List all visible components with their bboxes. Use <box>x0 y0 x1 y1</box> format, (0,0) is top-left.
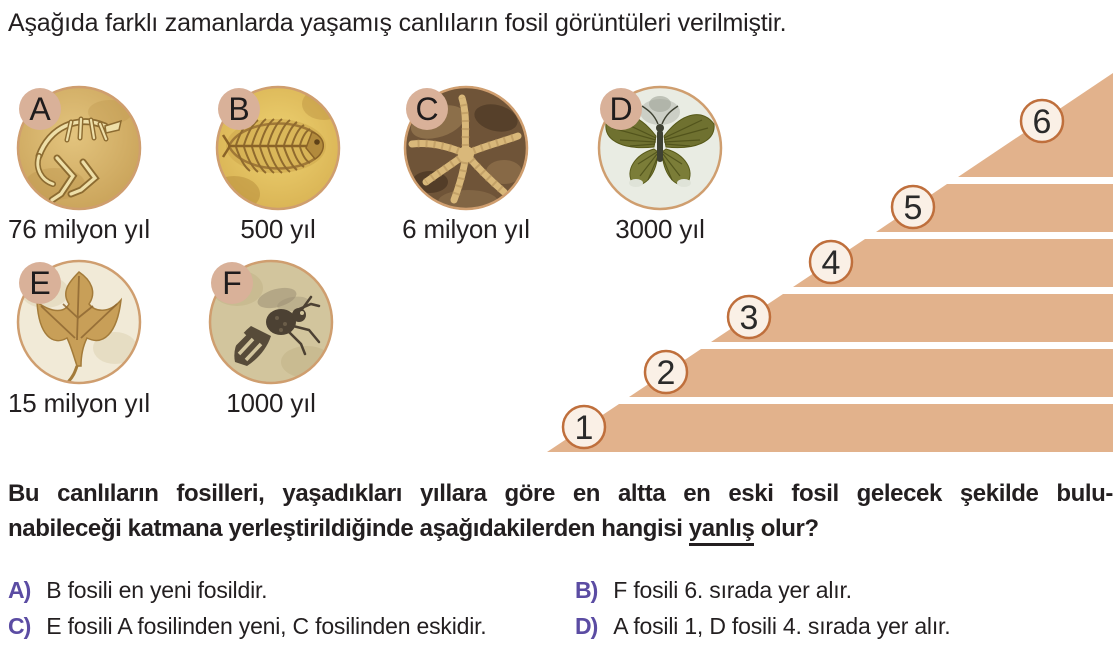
fossil-label-badge: E <box>19 262 61 304</box>
stratum-layer-3 <box>711 294 1113 342</box>
option-d-letter: D) <box>575 613 598 639</box>
fossil-label: B <box>228 90 250 127</box>
butterfly-art <box>598 86 722 210</box>
fossil-figure-a: A 76 milyon yıl <box>8 84 150 244</box>
stratum-layer-2 <box>629 349 1113 397</box>
layer-number: 4 <box>822 244 841 282</box>
stratum-layer-4 <box>793 239 1113 287</box>
option-a-letter: A) <box>8 577 31 603</box>
question-line-1: Bu canlıların fosilleri, yaşadıkları yıl… <box>8 480 1113 507</box>
fossil-label: F <box>222 264 242 301</box>
fossil-label-badge: F <box>211 262 253 304</box>
stratum-layer-6 <box>958 73 1113 177</box>
option-d-text: A fosili 1, D fosili 4. sırada yer alır. <box>613 613 951 639</box>
option-c-text: E fosili A fosilinden yeni, C fosilinden… <box>46 613 487 639</box>
option-b-letter: B) <box>575 577 598 603</box>
dinosaur-skeleton-fossil-image <box>16 85 142 211</box>
option-b-text: F fosili 6. sırada yer alır. <box>613 577 852 603</box>
fossil-label-badge: C <box>406 88 448 130</box>
fossil-age-label: 500 yıl <box>240 214 316 244</box>
fossil-label-badge: A <box>19 88 61 130</box>
fossil-figure-e: E 15 milyon yıl <box>8 258 150 418</box>
layer-number: 6 <box>1033 103 1052 141</box>
fossil-label: C <box>415 90 439 127</box>
layer-number: 3 <box>740 299 759 337</box>
question-intro-text: Aşağıda farklı zamanlarda yaşamış canlıl… <box>8 9 787 37</box>
fossil-label: A <box>29 90 51 127</box>
fossil-label: E <box>29 264 51 301</box>
fossil-figure-f: F 1000 yıl <box>207 258 335 418</box>
fossil-age-label: 3000 yıl <box>615 214 705 244</box>
stratum-layer-1 <box>547 404 1113 452</box>
fossil-figure-d: D 3000 yıl <box>596 84 724 244</box>
fossil-age-label: 6 milyon yıl <box>402 214 530 244</box>
dinosaur-bones-art <box>17 86 141 210</box>
option-c[interactable]: C) E fosili A fosilinden yeni, C fosilind… <box>8 613 487 640</box>
fossil-age-label: 15 milyon yıl <box>8 388 150 418</box>
fossil-figure-c: C 6 milyon yıl <box>402 84 530 244</box>
layer-number-badge: 4 <box>808 239 854 285</box>
fossil-figure-b: B 500 yıl <box>214 84 342 244</box>
layer-number-badge: 2 <box>643 349 689 395</box>
underlined-word: yanlış <box>688 515 755 546</box>
question-line-2-start: nabileceği katmana yerleştirildiğinde aş… <box>8 515 689 542</box>
option-a-text: B fosili en yeni fosildir. <box>46 577 268 603</box>
option-c-letter: C) <box>8 613 31 639</box>
question-line-2-end: olur? <box>754 515 819 542</box>
question-stem: Bu canlıların fosilleri, yaşadıkları yıl… <box>8 476 1113 546</box>
fossil-label-badge: B <box>218 88 260 130</box>
option-d[interactable]: D) A fosili 1, D fosili 4. sırada yer alı… <box>575 613 951 640</box>
butterfly-fossil-image <box>597 85 723 211</box>
layer-number-badge: 1 <box>561 404 607 450</box>
option-b[interactable]: B) F fosili 6. sırada yer alır. <box>575 577 852 604</box>
layer-number: 5 <box>904 189 923 227</box>
fossil-label: D <box>609 90 633 127</box>
fossil-label-badge: D <box>600 88 642 130</box>
option-a[interactable]: A) B fosili en yeni fosildir. <box>8 577 268 604</box>
layer-number-badge: 3 <box>726 294 772 340</box>
layer-number-badge: 5 <box>890 184 936 230</box>
fossil-age-label: 76 milyon yıl <box>8 214 150 244</box>
stratum-layer-5 <box>876 184 1113 232</box>
fossil-age-label: 1000 yıl <box>226 388 316 418</box>
layer-number-badge: 6 <box>1019 98 1065 144</box>
layer-number: 2 <box>657 354 676 392</box>
question-line-2: nabileceği katmana yerleştirildiğinde aş… <box>8 511 1113 546</box>
layer-number: 1 <box>575 409 594 447</box>
